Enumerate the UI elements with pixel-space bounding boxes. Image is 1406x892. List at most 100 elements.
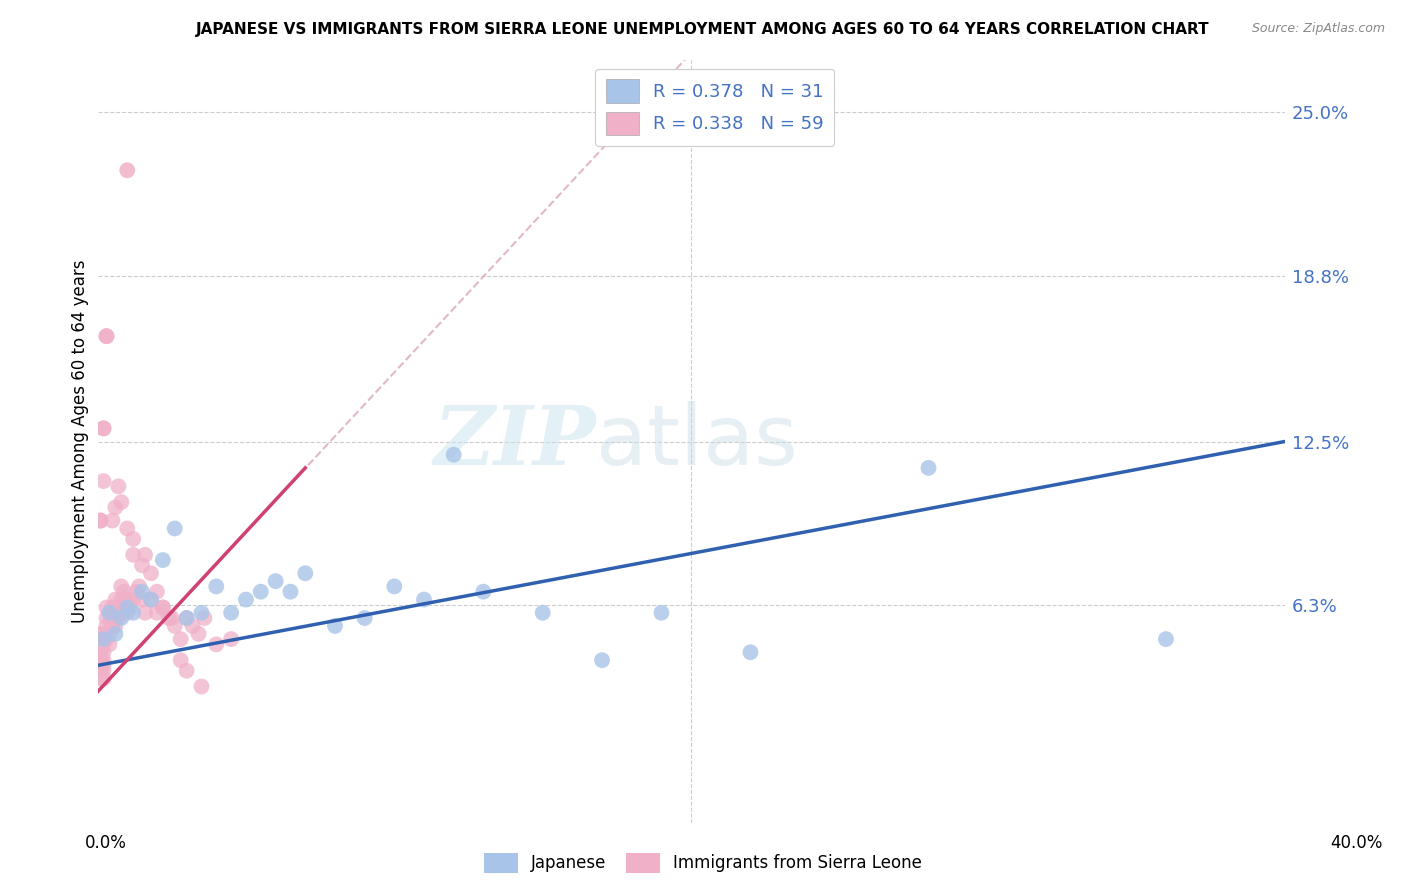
Point [187, 627, 209, 641]
Point [96, 329, 118, 343]
Point [591, 653, 613, 667]
Point [101, 619, 124, 633]
Point [117, 592, 139, 607]
Point [96, 329, 118, 343]
Point [134, 548, 156, 562]
Text: ZIP: ZIP [433, 401, 596, 482]
Point [107, 611, 129, 625]
Point [98, 627, 121, 641]
Point [152, 600, 174, 615]
Point [169, 653, 191, 667]
Point [472, 584, 495, 599]
Point [93, 658, 115, 673]
Point [90, 637, 112, 651]
Point [122, 592, 145, 607]
Point [323, 619, 346, 633]
Point [93, 421, 115, 435]
Point [219, 632, 242, 646]
Point [139, 592, 162, 607]
Point [90, 627, 112, 641]
Point [160, 611, 183, 625]
Text: Source: ZipAtlas.com: Source: ZipAtlas.com [1251, 22, 1385, 36]
Point [90, 645, 112, 659]
Point [280, 584, 302, 599]
Point [90, 514, 112, 528]
Point [443, 448, 465, 462]
Point [139, 566, 162, 581]
Point [146, 606, 169, 620]
Point [104, 627, 127, 641]
Point [131, 584, 153, 599]
Point [117, 163, 139, 178]
Point [128, 579, 150, 593]
Point [93, 627, 115, 641]
Point [139, 592, 162, 607]
Point [122, 606, 145, 620]
Point [235, 592, 257, 607]
Point [122, 532, 145, 546]
Point [134, 606, 156, 620]
Point [117, 606, 139, 620]
Point [531, 606, 554, 620]
Point [96, 611, 118, 625]
Point [110, 606, 132, 620]
Point [120, 600, 142, 615]
Point [93, 637, 115, 651]
Point [107, 600, 129, 615]
Point [110, 592, 132, 607]
Point [93, 632, 115, 646]
Point [264, 574, 287, 589]
Point [90, 672, 112, 686]
Point [146, 584, 169, 599]
Point [110, 611, 132, 625]
Point [104, 606, 127, 620]
Point [131, 592, 153, 607]
Point [112, 584, 135, 599]
Text: 40.0%: 40.0% [1330, 834, 1384, 852]
Point [93, 664, 115, 678]
Point [382, 579, 405, 593]
Point [740, 645, 762, 659]
Point [152, 553, 174, 567]
Text: JAPANESE VS IMMIGRANTS FROM SIERRA LEONE UNEMPLOYMENT AMONG AGES 60 TO 64 YEARS : JAPANESE VS IMMIGRANTS FROM SIERRA LEONE… [197, 22, 1209, 37]
Point [157, 611, 180, 625]
Point [110, 579, 132, 593]
Point [1154, 632, 1177, 646]
Y-axis label: Unemployment Among Ages 60 to 64 years: Unemployment Among Ages 60 to 64 years [72, 260, 89, 624]
Point [93, 421, 115, 435]
Point [96, 600, 118, 615]
Point [219, 606, 242, 620]
Point [117, 600, 139, 615]
Legend: R = 0.378   N = 31, R = 0.338   N = 59: R = 0.378 N = 31, R = 0.338 N = 59 [595, 69, 834, 145]
Point [90, 658, 112, 673]
Point [101, 611, 124, 625]
Point [107, 479, 129, 493]
Point [96, 619, 118, 633]
Point [917, 461, 939, 475]
Point [205, 579, 228, 593]
Point [90, 664, 112, 678]
Point [125, 584, 148, 599]
Point [163, 521, 186, 535]
Point [152, 600, 174, 615]
Point [110, 495, 132, 509]
Point [98, 637, 121, 651]
Point [90, 632, 112, 646]
Point [249, 584, 271, 599]
Point [101, 600, 124, 615]
Point [169, 632, 191, 646]
Point [176, 611, 198, 625]
Point [107, 606, 129, 620]
Point [650, 606, 672, 620]
Point [93, 672, 115, 686]
Point [93, 632, 115, 646]
Point [104, 592, 127, 607]
Point [90, 650, 112, 665]
Text: 0.0%: 0.0% [84, 834, 127, 852]
Point [90, 640, 112, 654]
Point [98, 606, 121, 620]
Point [163, 619, 186, 633]
Point [353, 611, 375, 625]
Point [98, 606, 121, 620]
Point [93, 645, 115, 659]
